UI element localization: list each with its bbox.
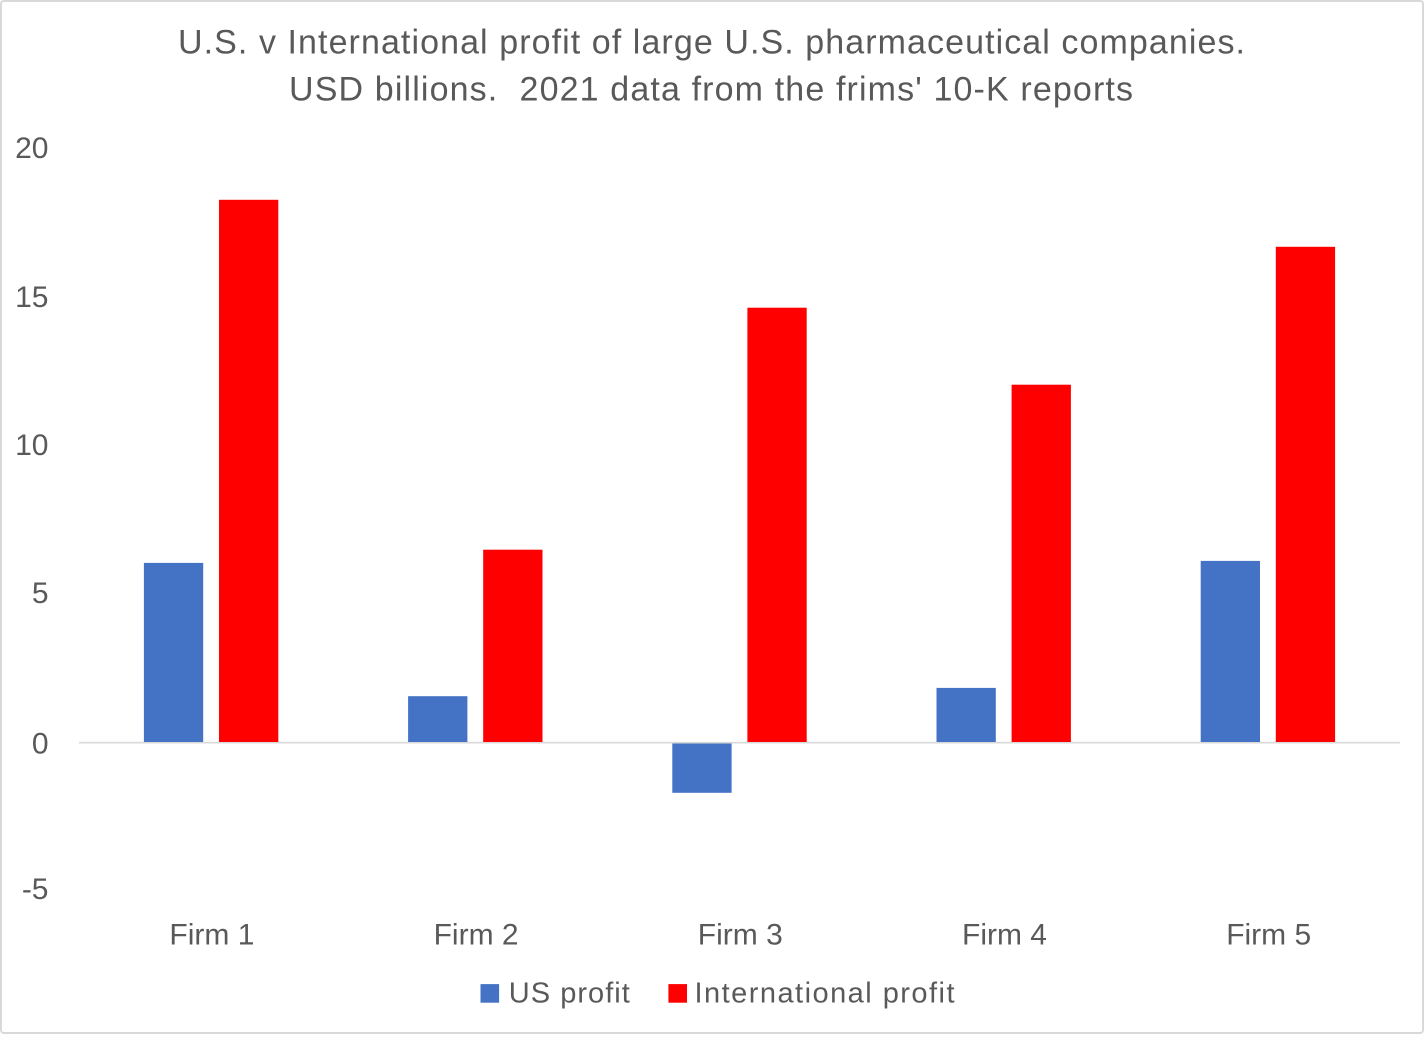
svg-text:0: 0 xyxy=(32,727,49,760)
svg-text:Firm 5: Firm 5 xyxy=(1226,919,1311,952)
svg-text:Firm 1: Firm 1 xyxy=(169,919,254,952)
svg-text:Firm 4: Firm 4 xyxy=(962,919,1047,952)
svg-text:Firm 2: Firm 2 xyxy=(434,919,519,952)
svg-text:15: 15 xyxy=(15,281,48,314)
svg-text:5: 5 xyxy=(32,577,49,610)
svg-text:Firm 3: Firm 3 xyxy=(698,919,783,952)
svg-text:U.S. v International profit of: U.S. v International profit of large U.S… xyxy=(178,24,1245,62)
svg-text:10: 10 xyxy=(15,429,48,462)
svg-text:-5: -5 xyxy=(22,873,49,906)
svg-text:20: 20 xyxy=(15,132,48,165)
svg-text:USD billions. 2021 data from: USD billions. 2021 data from the frims' … xyxy=(289,71,1133,109)
svg-text:International profit: International profit xyxy=(695,977,955,1009)
svg-text:US profit: US profit xyxy=(509,977,630,1009)
